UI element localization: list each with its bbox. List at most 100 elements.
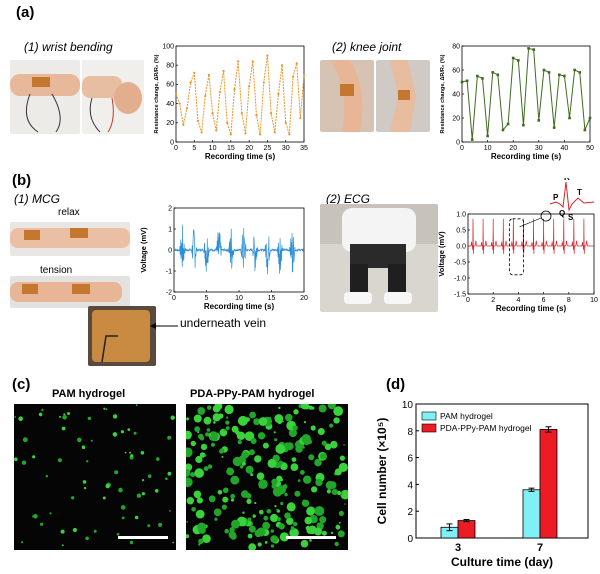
cell-dot [295, 445, 303, 453]
cell-dot [242, 511, 245, 514]
cell-dot [190, 472, 196, 478]
y-tick-label: -1.5 [454, 291, 466, 298]
wrist-data-point [284, 121, 287, 124]
cell-dot [198, 538, 204, 544]
cell-dot [263, 515, 269, 521]
cell-dot [276, 485, 286, 495]
hydrogel-patch-illustration [92, 310, 150, 363]
cell-dot [147, 524, 151, 528]
y-tick-label: 0 [456, 139, 460, 146]
cell-dot [259, 485, 263, 489]
plot-frame [467, 213, 595, 295]
cell-dot [32, 455, 36, 459]
cell-dot [193, 490, 202, 499]
knee-data-point [470, 138, 474, 141]
cell-dot [193, 414, 202, 423]
mcg-plot: 0 5 10 15 20 -2 -1 0 1 2 Recording time (s) Voltage… [136, 196, 312, 320]
wrist-bent-photo [82, 60, 144, 134]
y-tick-label: 10 [402, 400, 414, 411]
wrist-data-point [178, 102, 181, 105]
cell-dot [213, 508, 222, 517]
y-tick-label: 60 [166, 82, 174, 89]
cell-dot [333, 417, 340, 424]
x-tick-label: 3 [455, 542, 461, 554]
cell-dot [225, 487, 229, 492]
legend-swatch [421, 423, 437, 433]
relax-label: relax [58, 207, 80, 218]
cell-dot [330, 440, 338, 449]
cell-dot [90, 439, 93, 442]
knee-data-point [588, 116, 592, 120]
cell-dot [60, 529, 65, 534]
cell-dot [246, 498, 252, 504]
cell-dot [222, 496, 229, 503]
x-tick-label: 2 [491, 297, 495, 304]
cell-dot [304, 516, 313, 525]
cell-dot [280, 501, 284, 506]
cell-dot [337, 530, 345, 538]
cell-dot [21, 541, 24, 544]
wrist-data-point [204, 94, 207, 98]
cell-dot [321, 440, 327, 446]
x-tick-label: 10 [235, 295, 243, 302]
cell-dot [276, 508, 279, 511]
panel-label-a: (a) [16, 4, 35, 21]
cell-dot [226, 467, 235, 476]
cell-dot [127, 428, 131, 431]
cell-dot [228, 531, 237, 539]
wrist-data-point [248, 85, 251, 88]
wrist-straight-photo [10, 60, 80, 134]
y-tick-label: 80 [166, 63, 174, 70]
wrist-data-point [233, 88, 236, 91]
cell-dot [248, 543, 257, 550]
cell-dot [279, 532, 289, 542]
knee-data-point [511, 56, 515, 60]
wrist-straight-illustration [10, 74, 80, 133]
y-tick-label: 80 [452, 43, 460, 50]
pda-micrograph-title: PDA-PPy-PAM hydrogel [190, 388, 315, 400]
cell-dot [186, 447, 193, 458]
legend-label: PDA-PPy-PAM hydrogel [440, 423, 532, 433]
y-tick-label: 40 [166, 101, 174, 108]
cell-dot [14, 416, 16, 418]
cell-dot [335, 524, 341, 530]
y-axis-label: Cell number (×10⁵) [375, 418, 389, 525]
cell-dot [336, 490, 342, 496]
wrist-data-point [299, 116, 302, 120]
panel-label-b: (b) [12, 172, 32, 189]
cell-dot [239, 465, 244, 469]
knee-bend-photo-1 [320, 60, 374, 132]
cell-dot [72, 527, 77, 533]
cell-dot [105, 408, 108, 411]
bar [539, 429, 558, 539]
cell-dot [186, 477, 193, 488]
cell-dot [280, 478, 283, 482]
arm-tension-illustration [10, 282, 122, 302]
cell-dot [186, 521, 188, 523]
y-tick-label: 20 [452, 115, 460, 122]
x-tick-label: 4 [516, 297, 520, 304]
wrist-data-point [226, 121, 229, 124]
y-axis-label: Resistance change, ΔR/R₀ (%) [154, 54, 160, 133]
cell-dot [314, 458, 322, 467]
wrist-data-point [277, 92, 280, 96]
y-tick-label: 2 [407, 507, 413, 518]
cell-dot [247, 517, 252, 522]
bar [457, 520, 476, 539]
cell-dot [77, 437, 82, 443]
cell-dot [134, 515, 139, 520]
cell-dot [205, 432, 210, 437]
cell-dot [338, 521, 341, 524]
cell-dot [194, 426, 201, 432]
cell-dot [284, 442, 290, 448]
cell-dot [130, 454, 134, 458]
cell-dot [71, 496, 75, 500]
cell-dot [195, 455, 203, 464]
cell-dot [266, 509, 272, 514]
cell-dot [237, 440, 242, 445]
cell-dot [40, 522, 44, 526]
cell-dot [120, 505, 126, 510]
knee-data-point [522, 123, 525, 127]
cell-dot [318, 404, 327, 413]
